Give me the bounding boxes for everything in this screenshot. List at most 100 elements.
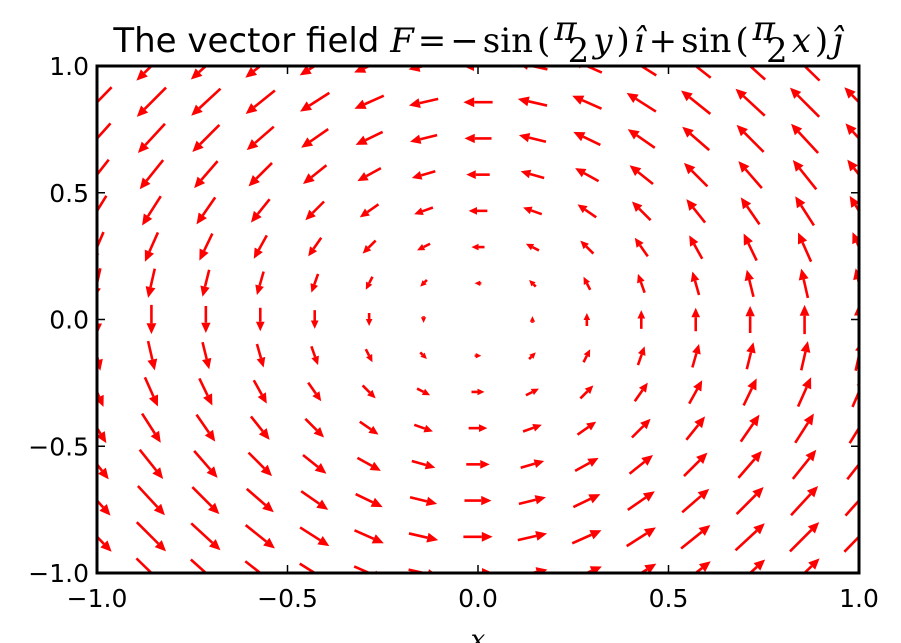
vector-arrow-shaft (97, 425, 102, 435)
vector-arrow-shaft (136, 485, 159, 508)
vector-arrow-head (477, 388, 485, 396)
vector-arrow-head (359, 208, 370, 218)
vector-arrow-head (643, 527, 656, 538)
y-tick-label: 0.5 (49, 179, 89, 208)
vector-arrow-shaft (244, 524, 268, 543)
vector-arrow (145, 268, 157, 298)
vector-arrow (686, 199, 707, 224)
vector-arrow-shaft (355, 492, 374, 504)
title-pi-1: π (553, 9, 577, 49)
vector-arrow (682, 126, 711, 152)
vector-arrow-head (145, 286, 156, 298)
vector-arrow-shaft (249, 415, 264, 433)
vector-arrow-head (152, 467, 164, 479)
vector-arrow-head (420, 317, 427, 323)
vector-arrow-head (371, 534, 384, 544)
vector-arrow-head (245, 67, 258, 78)
vector-arrow (246, 125, 275, 151)
title-open-1: ( (537, 21, 550, 61)
vector-arrow (420, 279, 428, 287)
vector-arrow-head (305, 209, 316, 221)
vector-arrow (843, 534, 859, 553)
vector-arrow (255, 271, 265, 296)
vector-arrow-head (530, 388, 539, 396)
vector-arrow-head (627, 129, 640, 140)
vector-arrow (631, 418, 651, 439)
vector-arrow-head (100, 540, 112, 552)
vector-arrow-shaft (409, 495, 428, 503)
vector-arrow-shaft (802, 565, 813, 573)
title-j-hat: ĵ (826, 21, 845, 61)
vector-arrow (583, 312, 591, 327)
vector-arrow-shaft (198, 66, 208, 74)
vector-arrow (799, 304, 810, 335)
vector-arrow (364, 348, 373, 363)
vector-arrow-head (150, 430, 161, 443)
vector-arrow-head (250, 210, 262, 223)
vector-arrow (248, 161, 273, 187)
vector-arrow (634, 237, 649, 258)
vector-arrow (683, 162, 709, 188)
vector-arrow-shaft (846, 462, 859, 481)
vector-arrow-shaft (735, 493, 757, 516)
vector-arrow-shaft (364, 348, 371, 357)
vector-arrow (683, 452, 708, 478)
vector-arrow (307, 381, 322, 402)
vector-arrow-shaft (802, 66, 821, 82)
vector-arrow-shaft (193, 449, 212, 471)
vector-arrow-shaft (256, 198, 271, 215)
vector-arrow-head (577, 204, 588, 214)
vector-arrow-head (697, 488, 710, 500)
vector-arrow (194, 160, 219, 189)
vector-arrow-shaft (748, 66, 767, 81)
vector-arrow-shaft (638, 207, 652, 222)
vector-arrow-shaft (796, 386, 808, 408)
vector-arrow (738, 161, 763, 190)
vector-arrow-head (136, 105, 149, 117)
vector-arrow-shaft (423, 279, 428, 284)
vector-arrow-shaft (189, 558, 208, 573)
vector-arrow-head (517, 96, 530, 107)
vector-arrow-shaft (638, 66, 657, 77)
vector-arrow-shaft (364, 94, 385, 106)
vector-arrow (244, 560, 263, 573)
vector-arrow-head (799, 304, 810, 316)
vector-arrow-head (532, 423, 542, 432)
vector-arrow (299, 526, 330, 547)
vector-arrow-shaft (365, 166, 382, 178)
vector-arrow (799, 341, 811, 371)
vector-arrow-shaft (408, 532, 428, 539)
vector-arrow-head (310, 320, 319, 329)
vector-arrow-shaft (198, 87, 222, 110)
vector-arrow-head (749, 414, 760, 427)
vector-arrow-head (529, 316, 536, 322)
vector-arrow-head (370, 497, 383, 508)
vector-arrow-shaft (848, 425, 859, 444)
vector-arrow (135, 557, 154, 573)
title-close-1: ) (617, 21, 630, 61)
vector-arrow-head (423, 424, 433, 433)
vector-arrow-head (314, 462, 327, 474)
vector-arrow (789, 522, 820, 553)
vector-arrow-shaft (247, 451, 266, 470)
vector-arrow (310, 310, 319, 329)
x-tick-label: 1.0 (839, 584, 879, 613)
vector-arrow-shaft (310, 345, 317, 358)
vector-arrow (411, 459, 436, 470)
vector-arrow (795, 196, 816, 227)
vector-arrow (529, 316, 536, 323)
vector-arrow-shaft (191, 486, 213, 508)
vector-arrow (691, 343, 701, 368)
vector-arrow (356, 456, 381, 471)
vector-arrow (97, 534, 112, 552)
vector-arrow (631, 201, 652, 222)
vector-arrow-head (587, 457, 599, 467)
title-sin-1: sin (483, 21, 533, 61)
vector-arrow-head (805, 449, 817, 462)
vector-arrow-head (203, 393, 213, 406)
vector-arrow (740, 197, 761, 226)
vector-arrow-head (260, 464, 273, 477)
vector-arrow-head (420, 352, 427, 360)
vector-arrow-head (586, 421, 597, 431)
